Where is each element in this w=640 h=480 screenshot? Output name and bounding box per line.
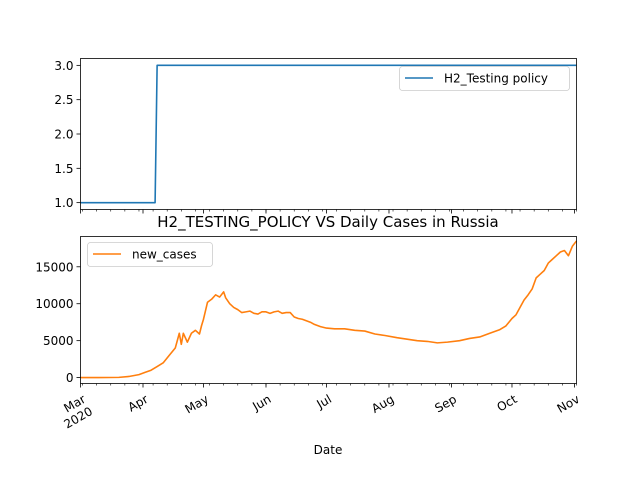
bottom-legend-box xyxy=(87,242,213,267)
bottom-y-tick-label: 0 xyxy=(66,371,74,385)
x-tick-label: Jul xyxy=(314,392,334,412)
bottom-legend: new_cases xyxy=(87,242,213,267)
chart-title: H2_TESTING_POLICY VS Daily Cases in Russ… xyxy=(157,213,498,232)
bottom-series-lines xyxy=(80,240,578,379)
top-y-ticks: 1.0 1.5 2.0 2.5 3.0 xyxy=(54,59,81,210)
top-panel: 1.0 1.5 2.0 2.5 3.0 H2_Testing policy xyxy=(54,58,577,214)
series-line-new-cases xyxy=(80,240,578,379)
x-axis-label: Date xyxy=(314,443,343,457)
bottom-y-ticks: 0 5000 10000 15000 xyxy=(35,260,81,385)
x-tick-label: Mar2020 xyxy=(55,392,96,432)
bottom-y-tick-label: 10000 xyxy=(35,297,73,311)
top-y-tick-label: 2.0 xyxy=(54,128,73,142)
bottom-panel: H2_TESTING_POLICY VS Daily Cases in Russ… xyxy=(35,213,582,457)
top-series-lines xyxy=(80,64,577,204)
top-y-tick-label: 2.5 xyxy=(54,93,73,107)
bottom-y-tick-label: 5000 xyxy=(43,334,74,348)
top-legend-label: H2_Testing policy xyxy=(444,72,548,86)
bottom-y-tick-label: 15000 xyxy=(35,260,73,274)
top-y-tick-label: 3.0 xyxy=(54,59,73,73)
series-line-h2-testing-policy xyxy=(80,64,577,204)
top-legend: H2_Testing policy xyxy=(399,66,570,91)
top-legend-box xyxy=(399,66,570,91)
top-axes-frame xyxy=(80,58,577,210)
bottom-axes-frame xyxy=(80,236,577,384)
top-y-tick-label: 1.5 xyxy=(54,162,73,176)
top-y-tick-label: 1.0 xyxy=(54,196,73,210)
bottom-legend-label: new_cases xyxy=(132,248,197,262)
